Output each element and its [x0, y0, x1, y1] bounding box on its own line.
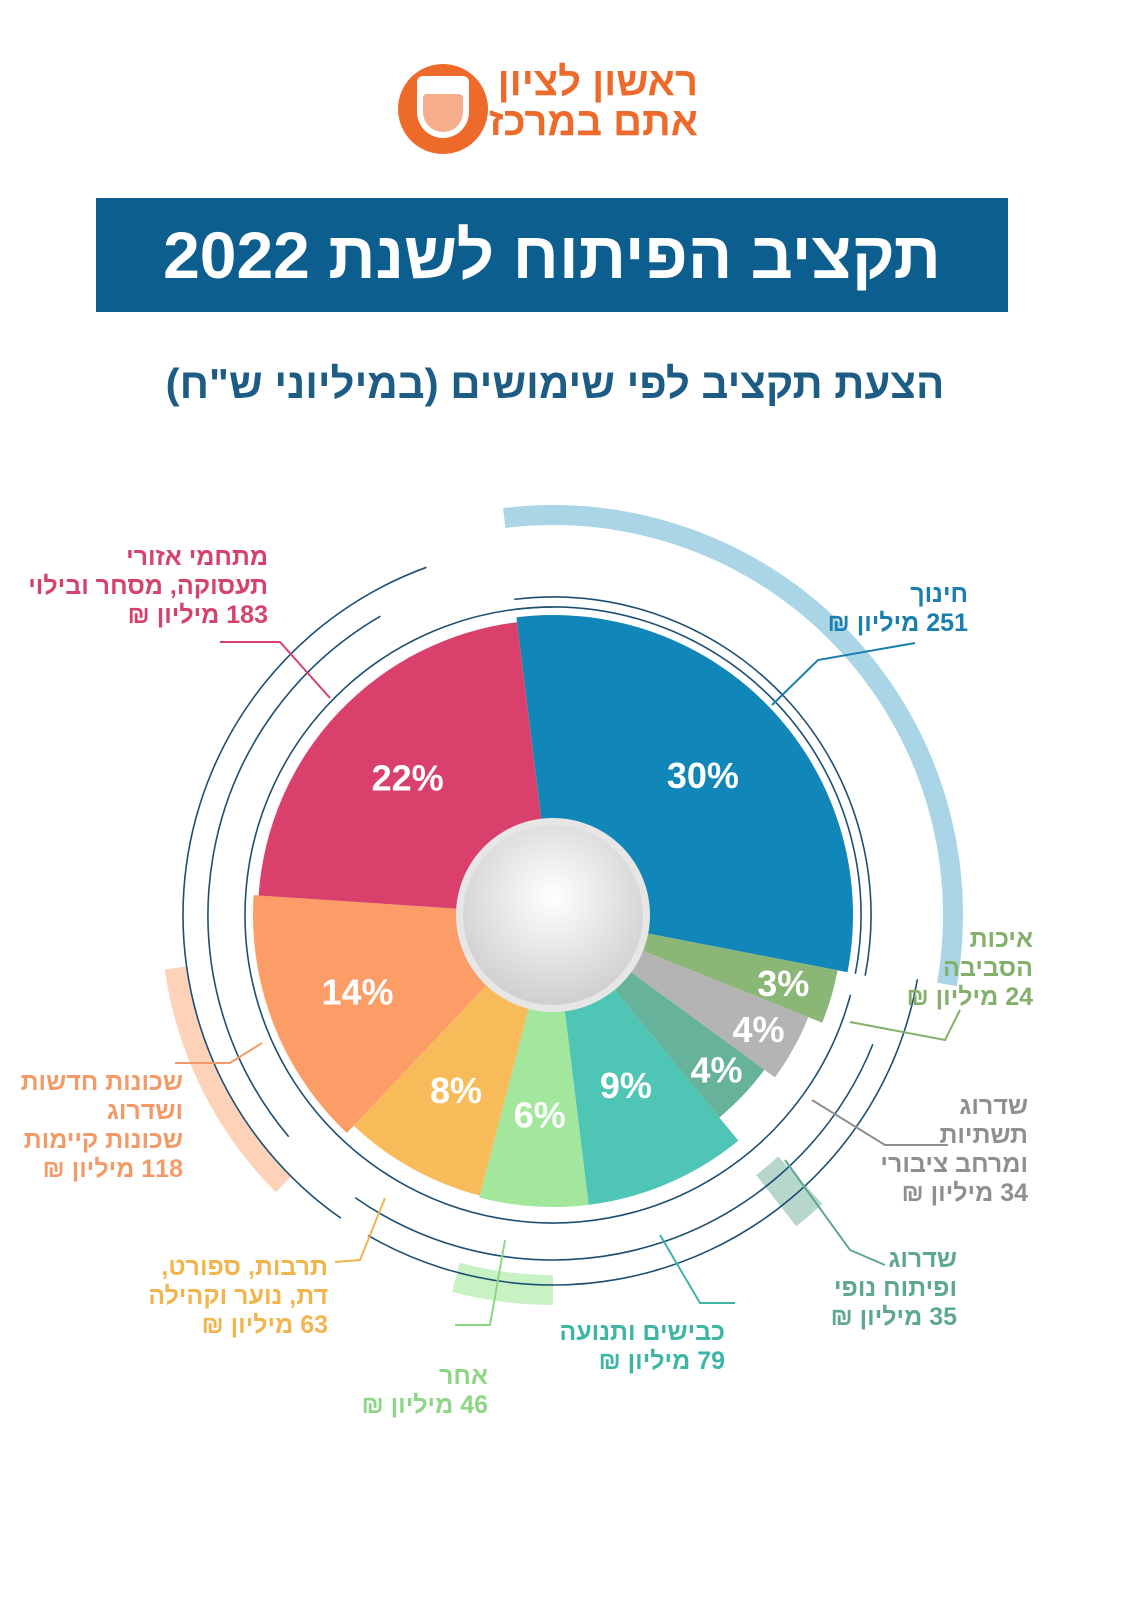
outer-highlight-arc-3 — [164, 966, 292, 1193]
city-crest-icon — [398, 64, 488, 154]
pie-slice-8 — [258, 622, 553, 915]
category-amount: 63 מיליון ₪ — [201, 1311, 328, 1339]
page-title: תקציב הפיתוח לשנת 2022 — [163, 218, 941, 292]
category-name-line: תעסוקה, מסחר ובילוי — [28, 572, 268, 600]
category-name-line: הסביבה — [942, 954, 1033, 982]
slice-percent-label: 8% — [430, 1070, 482, 1111]
category-name-line: תרבות, ספורט, — [161, 1253, 328, 1281]
slice-percent-label: 4% — [733, 1009, 785, 1050]
category-amount: 79 מיליון ₪ — [598, 1347, 725, 1375]
category-label: מתחמי אזורי תעסוקה, מסחר ובילוי 183 מיליון… — [28, 543, 268, 630]
category-label: כבישים ותנועה 79 מיליון ₪ — [559, 1318, 725, 1376]
slice-percent-label: 3% — [757, 963, 809, 1004]
decorative-ring — [244, 606, 852, 1224]
category-amount: 24 מיליון ₪ — [906, 983, 1033, 1011]
category-name-line: מתחמי אזורי — [126, 543, 268, 571]
chart-subtitle: הצעת תקציב לפי שימושים (במיליוני ש"ח) — [165, 360, 945, 407]
leader-line — [659, 1234, 735, 1304]
leader-line — [811, 1099, 948, 1146]
outer-highlight-arc-1 — [756, 1156, 823, 1227]
leader-line — [455, 1239, 506, 1326]
category-amount: 251 מיליון ₪ — [827, 609, 968, 637]
slice-percent-label: 6% — [514, 1095, 566, 1136]
category-name-line: ומרחב ציבורי — [880, 1150, 1028, 1178]
decorative-ring — [367, 979, 919, 1286]
category-label: שדרוג ופיתוח נופי 35 מיליון ₪ — [831, 1245, 957, 1332]
category-amount: 35 מיליון ₪ — [830, 1303, 957, 1331]
center-circle-inner — [463, 825, 643, 1005]
category-label: חינוך 251 מיליון ₪ — [828, 580, 968, 638]
decorative-ring — [182, 566, 427, 1219]
category-name-line: חינוך — [910, 580, 968, 608]
category-name-line: שכונות חדשות — [20, 1068, 183, 1096]
category-amount: 118 מיליון ₪ — [42, 1155, 183, 1183]
slice-percent-label: 14% — [321, 972, 393, 1013]
leader-line — [784, 1159, 886, 1266]
category-name-line: דת, נוער וקהילה — [148, 1282, 328, 1310]
decorative-ring — [207, 615, 381, 1138]
category-name-line: אחר — [439, 1362, 488, 1390]
category-name-line: תשתיות — [939, 1121, 1028, 1149]
category-label: שכונות חדשות ושדרוג שכונות קיימות 118 מיליו… — [21, 1068, 183, 1184]
category-name-line: ושדרוג — [106, 1097, 183, 1125]
leader-line — [771, 642, 916, 706]
category-amount: 34 מיליון ₪ — [901, 1179, 1028, 1207]
outer-highlight-arc-2 — [452, 1262, 553, 1305]
decorative-ring — [514, 596, 872, 976]
slice-percent-label: 30% — [667, 755, 739, 796]
logo-text: ראשון לציון אתם במרכז — [489, 62, 698, 142]
slice-percent-label: 9% — [600, 1065, 652, 1106]
decorative-ring — [354, 1043, 874, 1261]
slice-percent-label: 4% — [690, 1050, 742, 1091]
leader-line — [334, 1197, 386, 1263]
decorative-ring — [515, 606, 862, 974]
logo-line-2: אתם במרכז — [488, 100, 698, 144]
category-label: איכות הסביבה 24 מיליון ₪ — [907, 925, 1033, 1012]
category-label: תרבות, ספורט, דת, נוער וקהילה 63 מיליון ₪ — [148, 1253, 328, 1340]
leader-line — [175, 1042, 263, 1064]
category-amount: 46 מיליון ₪ — [361, 1391, 488, 1419]
category-amount: 183 מיליון ₪ — [127, 601, 268, 629]
category-name-line: שכונות קיימות — [23, 1126, 183, 1154]
logo-line-1: ראשון לציון — [497, 60, 698, 104]
city-logo: ראשון לציון אתם במרכז — [398, 62, 698, 157]
category-name-line: ופיתוח נופי — [834, 1274, 957, 1302]
category-label: שדרוג תשתיות ומרחב ציבורי 34 מיליון ₪ — [880, 1092, 1028, 1208]
category-name-line: שדרוג — [888, 1245, 957, 1273]
category-name-line: איכות — [969, 925, 1033, 953]
category-name-line: שדרוג — [959, 1092, 1028, 1120]
slice-percent-label: 22% — [372, 758, 444, 799]
leader-line — [849, 1009, 961, 1042]
category-label: אחר 46 מיליון ₪ — [362, 1362, 488, 1420]
leader-line — [220, 641, 331, 699]
category-name-line: כבישים ותנועה — [559, 1318, 725, 1346]
title-banner: תקציב הפיתוח לשנת 2022 — [96, 198, 1008, 312]
